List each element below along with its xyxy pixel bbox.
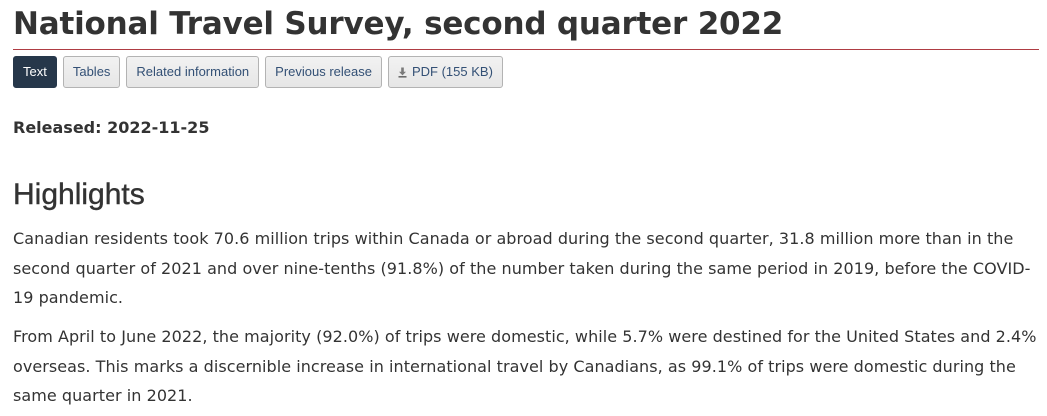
tab-text-label: Text: [23, 64, 47, 79]
tab-text[interactable]: Text: [13, 56, 57, 88]
title-divider: [13, 49, 1039, 50]
tab-pdf-download[interactable]: PDF (155 KB): [387, 56, 503, 88]
release-tabs: Text Tables Related information Previous…: [13, 56, 509, 90]
highlight-paragraph-1: Canadian residents took 70.6 million tri…: [13, 229, 1031, 307]
pdf-download-icon: [398, 67, 407, 78]
highlight-paragraph-2: From April to June 2022, the majority (9…: [13, 327, 1037, 405]
tab-related-information[interactable]: Related information: [126, 56, 260, 88]
tab-tables-label: Tables: [72, 64, 111, 79]
page-title: National Travel Survey, second quarter 2…: [13, 6, 784, 42]
tab-related-information-label: Related information: [136, 64, 250, 79]
release-date: Released: 2022-11-25: [13, 118, 210, 137]
tab-pdf-download-label: PDF (155 KB): [411, 64, 493, 79]
highlights-heading: Highlights: [13, 178, 145, 211]
tab-previous-release-label: Previous release: [275, 64, 372, 79]
tab-tables[interactable]: Tables: [62, 56, 121, 88]
tab-previous-release[interactable]: Previous release: [265, 56, 382, 88]
page-content: National Travel Survey, second quarter 2…: [13, 0, 1039, 405]
